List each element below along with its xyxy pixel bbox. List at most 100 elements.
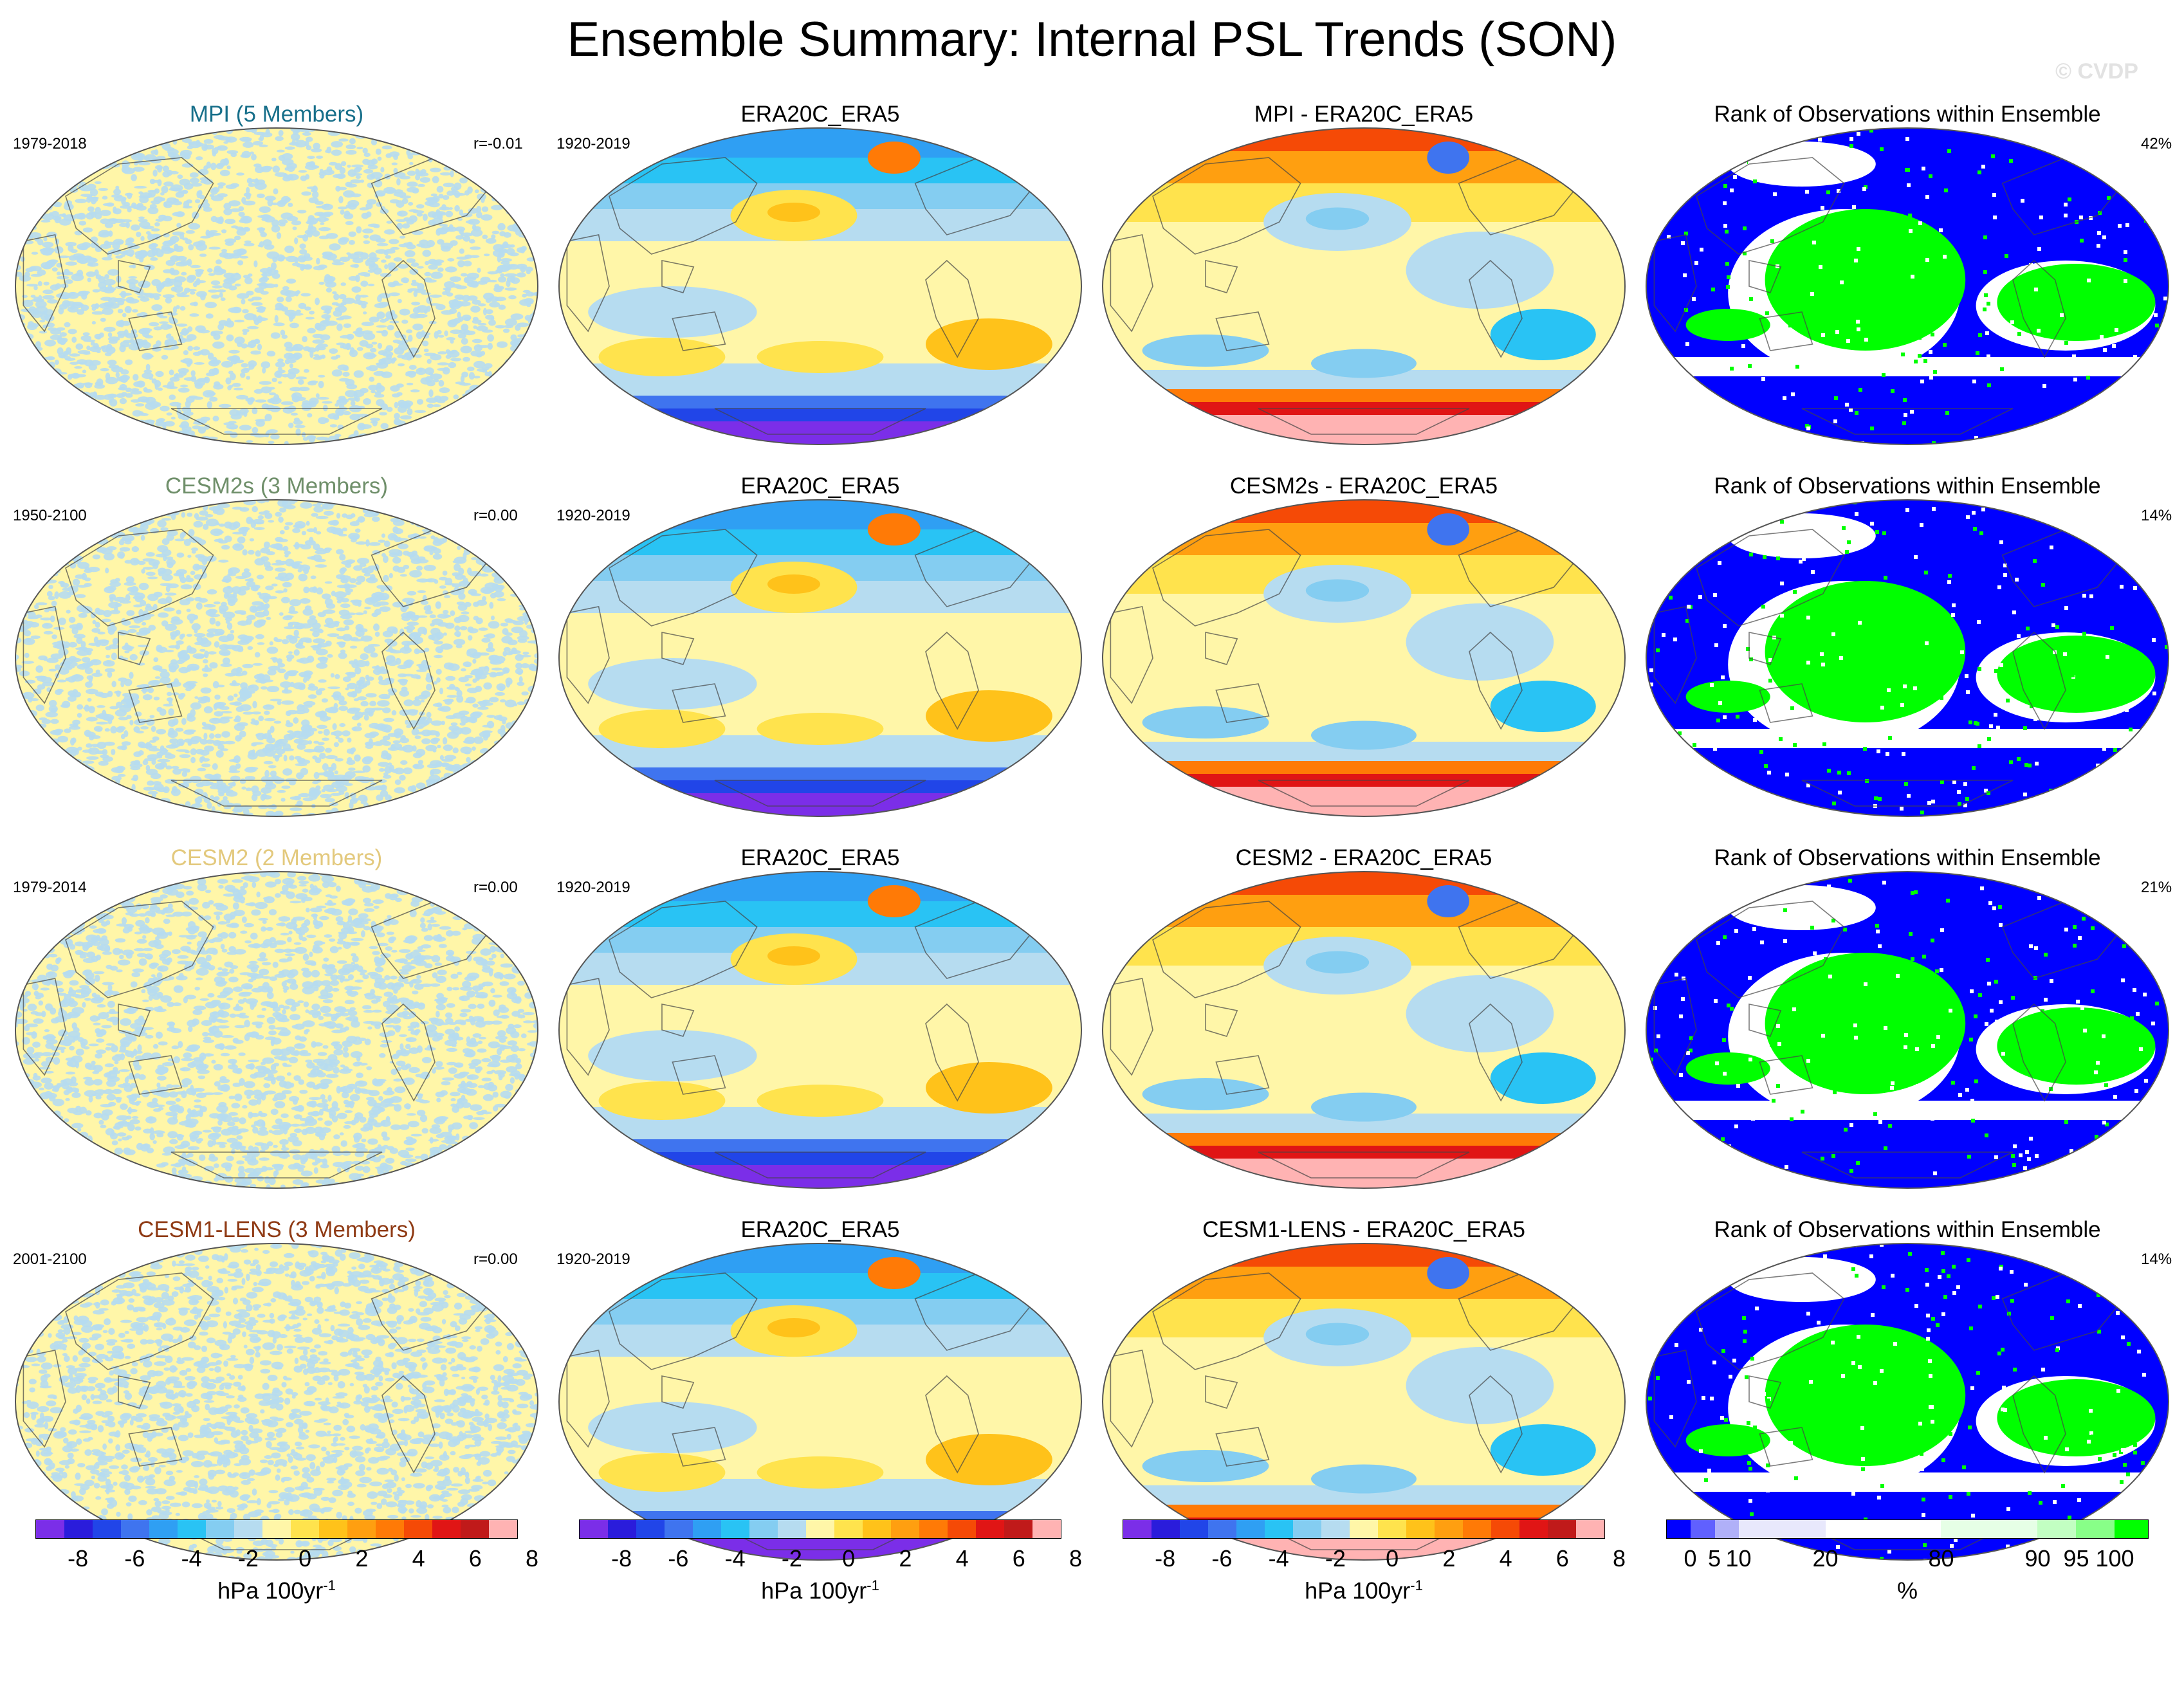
obs-period: 1920-2019 [556, 507, 630, 524]
model-period: 1979-2014 [13, 879, 87, 896]
obs-map-svg [558, 871, 1082, 1189]
colorbar-segment [1883, 1520, 1941, 1538]
colorbar-segment [262, 1520, 291, 1538]
colorbar-segment [93, 1520, 121, 1538]
colorbar-segment [806, 1520, 834, 1538]
colorbar-segment [1004, 1520, 1032, 1538]
colorbar-segment [432, 1520, 461, 1538]
model-period: 1950-2100 [13, 507, 87, 524]
colorbar-segment [1123, 1520, 1152, 1538]
colorbar-segment [608, 1520, 636, 1538]
colorbar-segment [347, 1520, 376, 1538]
rank-map-svg [1646, 871, 2169, 1189]
colorbar-segment [319, 1520, 347, 1538]
pattern-correlation: r=-0.01 [473, 135, 523, 152]
colorbar-tick: -4 [1268, 1545, 1289, 1572]
colorbar-tick: 6 [1012, 1545, 1025, 1572]
colorbar-tick: 0 [1386, 1545, 1399, 1572]
colorbar-tick: 10 [1725, 1545, 1752, 1572]
diff-map-svg [1102, 127, 1626, 445]
model-panel-title: CESM2 (2 Members) [170, 845, 383, 870]
colorbar-segment [1265, 1520, 1293, 1538]
colorbar-tick: 2 [1442, 1545, 1456, 1572]
colorbar-tick: -6 [124, 1545, 145, 1572]
colorbar-tick: 6 [1555, 1545, 1569, 1572]
colorbar-segment [749, 1520, 778, 1538]
rank-panel-title: Rank of Observations within Ensemble [1714, 1217, 2101, 1242]
obs-panel-title: ERA20C_ERA5 [740, 1217, 900, 1242]
trend-colorbar-ticks: -8 -6 -4 -2 0 2 4 6 8 [35, 1545, 538, 1572]
obs-map-svg [558, 127, 1082, 445]
obs-map [556, 1241, 1084, 1563]
copyright-label: © CVDP [2055, 59, 2138, 84]
colorbar-segment [1378, 1520, 1406, 1538]
colorbar-segment [1576, 1520, 1604, 1538]
colorbar-tick: -2 [781, 1545, 802, 1572]
colorbar-segment [461, 1520, 489, 1538]
colorbar-segment [149, 1520, 178, 1538]
diff-panel-title: CESM2s - ERA20C_ERA5 [1229, 473, 1498, 499]
colorbar-segment [1293, 1520, 1321, 1538]
model-map-svg [15, 499, 538, 817]
colorbar-segment [291, 1520, 319, 1538]
rank-map-svg [1646, 499, 2169, 817]
colorbar-tick: 6 [468, 1545, 482, 1572]
rank-map [1644, 497, 2171, 819]
colorbar-segment [948, 1520, 976, 1538]
rank-panel-title: Rank of Observations within Ensemble [1714, 845, 2101, 870]
trend-colorbar [35, 1519, 518, 1539]
obs-panel-title: ERA20C_ERA5 [740, 473, 900, 499]
colorbar-segment [1782, 1520, 1826, 1538]
colorbar-segment [834, 1520, 863, 1538]
colorbar-tick: -6 [668, 1545, 689, 1572]
colorbar-tick: -8 [68, 1545, 89, 1572]
rank-map-svg [1646, 127, 2169, 445]
colorbar-tick: -8 [611, 1545, 632, 1572]
colorbar-tick: 0 [298, 1545, 312, 1572]
rank-colorbar-ticks: 0 5 10 20 80 90 95 100 [1666, 1545, 2149, 1572]
colorbar-segment [1435, 1520, 1463, 1538]
colorbar-tick: 8 [1069, 1545, 1083, 1572]
colorbar-segment [404, 1520, 432, 1538]
diff-map-svg [1102, 499, 1626, 817]
rank-map-svg [1646, 1243, 2169, 1561]
model-period: 2001-2100 [13, 1251, 87, 1268]
colorbar-segment [1519, 1520, 1548, 1538]
colorbar-segment [636, 1520, 665, 1538]
colorbar-segment [178, 1520, 206, 1538]
colorbar-tick: 2 [899, 1545, 912, 1572]
obs-panel-title: ERA20C_ERA5 [740, 102, 900, 127]
model-map [13, 869, 540, 1191]
obs-panel-title: ERA20C_ERA5 [740, 845, 900, 870]
obs-map [556, 125, 1084, 447]
diff-map [1100, 869, 1628, 1191]
model-period: 1979-2018 [13, 135, 87, 152]
trend-colorbar [1123, 1519, 1605, 1539]
obs-period: 1920-2019 [556, 135, 630, 152]
colorbar-tick: 100 [2095, 1545, 2134, 1572]
rank-percent: 14% [2141, 507, 2172, 524]
colorbar-segment [206, 1520, 234, 1538]
colorbar-segment [778, 1520, 806, 1538]
colorbar-segment [1350, 1520, 1378, 1538]
rank-map [1644, 869, 2171, 1191]
colorbar-segment [1321, 1520, 1350, 1538]
units-label: hPa 100yr [217, 1577, 324, 1604]
colorbar-tick: 2 [355, 1545, 369, 1572]
colorbar-segment [1941, 1520, 1990, 1538]
rank-percent: 14% [2141, 1251, 2172, 1268]
trend-colorbar-units: hPa 100yr-1 [579, 1577, 1061, 1604]
diff-map-svg [1102, 1243, 1626, 1561]
model-map [13, 1241, 540, 1563]
colorbar-segment [1180, 1520, 1208, 1538]
diff-panel-title: MPI - ERA20C_ERA5 [1254, 102, 1474, 127]
colorbar-segment [1714, 1520, 1739, 1538]
colorbar-tick: 5 [1707, 1545, 1721, 1572]
colorbar-segment [1667, 1520, 1691, 1538]
colorbar-segment [1152, 1520, 1180, 1538]
diff-map [1100, 125, 1628, 447]
rank-percent: 42% [2141, 135, 2172, 152]
colorbar-tick: -8 [1155, 1545, 1176, 1572]
trend-colorbar [579, 1519, 1061, 1539]
